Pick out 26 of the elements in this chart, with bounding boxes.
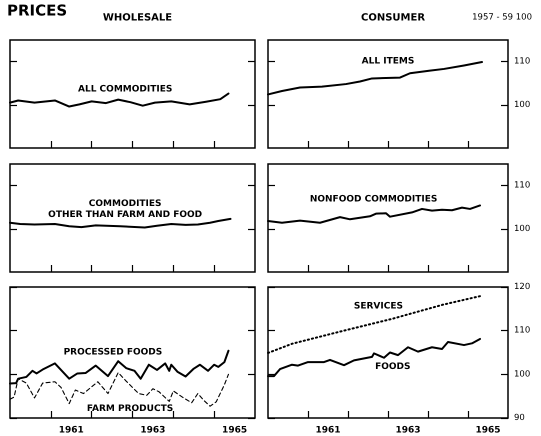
series-label: FOODS: [375, 362, 411, 372]
series-label: PROCESSED FOODS: [64, 348, 162, 358]
y-tick-label: 110: [514, 326, 530, 336]
y-tick-label: 90: [514, 413, 525, 423]
series-label: SERVICES: [354, 302, 403, 312]
y-tick-label: 100: [514, 369, 530, 380]
chart-subtitle: WHOLESALE: [102, 12, 172, 24]
x-tick-label: 1963: [140, 426, 166, 436]
x-tick-label: 1965: [222, 426, 248, 436]
x-tick-label: 1965: [475, 426, 501, 436]
y-tick-label: 120: [514, 282, 530, 292]
series-label: FARM PRODUCTS: [86, 404, 174, 414]
series-label: NONFOOD COMMODITIES: [310, 194, 438, 205]
y-tick-label: 110: [514, 56, 530, 67]
y-tick-label: 110: [514, 180, 530, 191]
y-tick-label: 100: [514, 224, 530, 234]
series-label: ALL ITEMS: [362, 56, 414, 67]
y-axis-title: 1957 - 59 100: [472, 12, 532, 22]
y-tick-label: 100: [514, 100, 530, 110]
chart-subtitle: CONSUMER: [360, 12, 426, 24]
x-tick-label: 1961: [315, 426, 341, 436]
x-tick-label: 1963: [395, 426, 421, 436]
x-tick-label: 1961: [58, 426, 84, 436]
chart-title: PRICES: [7, 2, 68, 20]
series-label: ALL COMMODITIES: [78, 84, 172, 95]
series-label: COMMODITIES OTHER THAN FARM AND FOOD: [48, 198, 202, 220]
